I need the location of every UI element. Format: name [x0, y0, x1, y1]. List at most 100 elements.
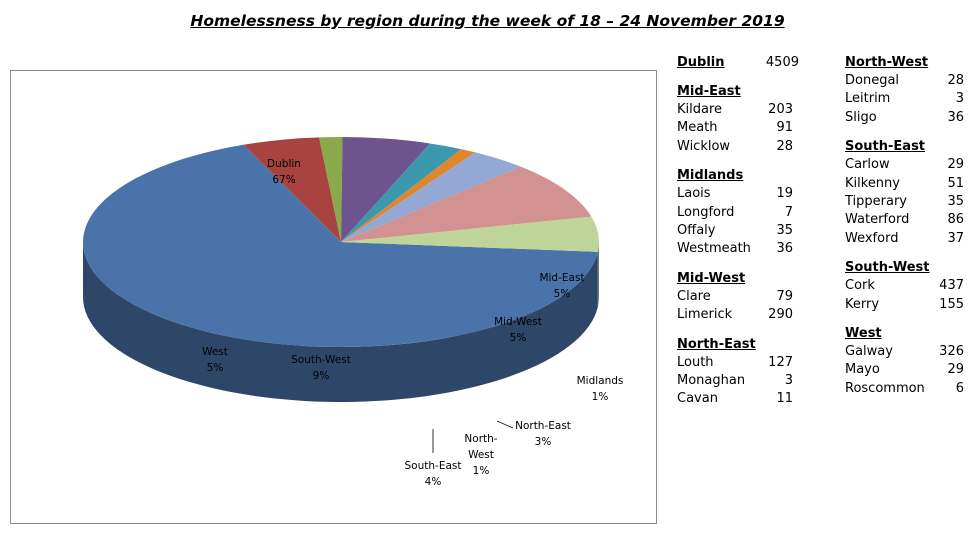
slice-label-north-east: North-East: [515, 420, 571, 432]
slice-label-north-west-line2: West: [468, 449, 494, 461]
pie-slice-south-east: [341, 152, 521, 242]
county-value: 19: [776, 186, 793, 202]
pie-side-west: [597, 242, 599, 307]
region-header: North-West: [845, 55, 929, 70]
pie-slice-mid-west: [341, 137, 431, 242]
county-row: Kildare 203: [677, 101, 793, 119]
county-name: Louth: [677, 354, 714, 370]
pie-chart: Dublin 67% Mid-East 5% Midlands 1% Mid-West 5% N…: [83, 137, 624, 488]
county-value: 35: [776, 222, 793, 238]
county-row: Carlow 29: [845, 156, 964, 174]
region-block: Midlands Laois 19 Longford 7 Offaly 35 Westmeat…: [677, 167, 793, 259]
county-row: Clare 79: [677, 288, 793, 306]
county-value: 36: [947, 109, 964, 125]
pie-slice-dublin: [83, 144, 598, 348]
region-header: West: [845, 325, 882, 341]
county-row: Cavan 11: [677, 390, 793, 408]
region-header-dublin: Dublin: [677, 55, 725, 70]
county-name: Cavan: [677, 391, 718, 407]
region-header: North-East: [677, 336, 756, 352]
county-row: Offaly 35: [677, 222, 793, 240]
county-name: Westmeath: [677, 241, 751, 257]
region-block: Mid-West Clare 79 Limerick 290: [677, 270, 793, 325]
county-row: Roscommon 6: [845, 380, 964, 398]
county-row: Waterford 86: [845, 211, 964, 229]
slice-label-mid-east: Mid-East: [539, 272, 584, 284]
county-name: Cork: [845, 278, 875, 294]
county-row: Longford 7: [677, 204, 793, 222]
region-header: Midlands: [677, 168, 744, 184]
county-name: Wicklow: [677, 138, 731, 154]
county-name: Carlow: [845, 157, 890, 173]
region-dublin-row: Dublin 4509: [677, 54, 799, 72]
county-name: Galway: [845, 343, 893, 359]
slice-label-mid-west: Mid-West: [494, 316, 542, 328]
chart-title: Homelessness by region during the week o…: [190, 12, 785, 30]
county-row: Wicklow 28: [677, 138, 793, 156]
county-row: Wexford 37: [845, 230, 964, 248]
county-row: Donegal 28: [845, 72, 964, 90]
slice-label-west: West: [202, 346, 228, 358]
county-value: 7: [784, 204, 793, 220]
leader-line-north-east: [496, 420, 514, 429]
slice-percent-dublin: 67%: [272, 174, 295, 186]
county-name: Laois: [677, 186, 711, 202]
county-row: Kerry 155: [845, 296, 964, 314]
county-row: Meath 91: [677, 119, 793, 137]
county-name: Limerick: [677, 307, 733, 323]
county-name: Wexford: [845, 230, 899, 246]
county-value: 155: [939, 296, 964, 312]
county-row: Kilkenny 51: [845, 175, 964, 193]
county-name: Roscommon: [845, 380, 925, 396]
county-value: 36: [776, 241, 793, 257]
county-value: 3: [955, 91, 964, 107]
county-row: Laois 19: [677, 185, 793, 203]
county-value: 290: [768, 307, 793, 323]
region-block: South-East Carlow 29 Kilkenny 51 Tipperary 35 W…: [845, 138, 964, 248]
slice-percent-midlands: 1%: [592, 391, 609, 403]
slice-percent-south-east: 4%: [425, 476, 442, 488]
county-value: 3: [784, 372, 793, 388]
pie-slices: [83, 137, 599, 348]
county-name: Tipperary: [845, 193, 908, 209]
slice-label-midlands: Midlands: [577, 375, 624, 387]
region-block: North-West Donegal 28 Leitrim 3 Sligo 36: [845, 54, 964, 127]
region-header: Mid-West: [677, 270, 746, 286]
slice-percent-west: 5%: [207, 362, 224, 374]
pie-slice-north-east: [341, 143, 462, 242]
pie-sides: [83, 242, 599, 403]
county-row: Louth 127: [677, 354, 793, 372]
slice-percent-north-east: 3%: [535, 436, 552, 448]
county-value: 79: [776, 288, 793, 304]
county-row: Westmeath 36: [677, 240, 793, 258]
region-block: North-East Louth 127 Monaghan 3 Cavan 11: [677, 336, 793, 409]
county-row: Tipperary 35: [845, 193, 964, 211]
county-row: Galway 326: [845, 343, 964, 361]
county-value: 51: [947, 175, 964, 191]
region-block: South-West Cork 437 Kerry 155: [845, 259, 964, 314]
leader-lines: [432, 420, 514, 453]
pie-side-dublin: [83, 242, 598, 403]
county-name: Offaly: [677, 222, 716, 238]
county-value: 29: [947, 362, 964, 378]
county-value: 127: [768, 354, 793, 370]
regions-table-left: Dublin 4509 Mid-East Kildare 203 Meath 91 Wic…: [677, 54, 799, 420]
county-value: 11: [776, 391, 793, 407]
slice-percent-south-west: 9%: [313, 370, 330, 382]
county-row: Limerick 290: [677, 306, 793, 324]
county-value: 6: [955, 380, 964, 396]
slice-label-south-west: South-West: [291, 354, 351, 366]
county-value: 86: [947, 212, 964, 228]
county-name: Kildare: [677, 102, 723, 117]
pie-slice-midlands: [319, 137, 343, 242]
slice-label-south-east: South-East: [405, 460, 462, 472]
county-name: Leitrim: [845, 91, 891, 107]
slice-label-dublin: Dublin: [267, 158, 301, 170]
slice-percent-mid-west: 5%: [510, 332, 527, 344]
county-value: 35: [947, 193, 964, 209]
county-name: Monaghan: [677, 372, 746, 388]
pie-slice-west: [341, 216, 599, 252]
regions-table-right: North-West Donegal 28 Leitrim 3 Sligo 36 South-…: [845, 54, 964, 409]
county-value: 37: [947, 230, 964, 246]
dublin-total: 4509: [765, 55, 799, 70]
